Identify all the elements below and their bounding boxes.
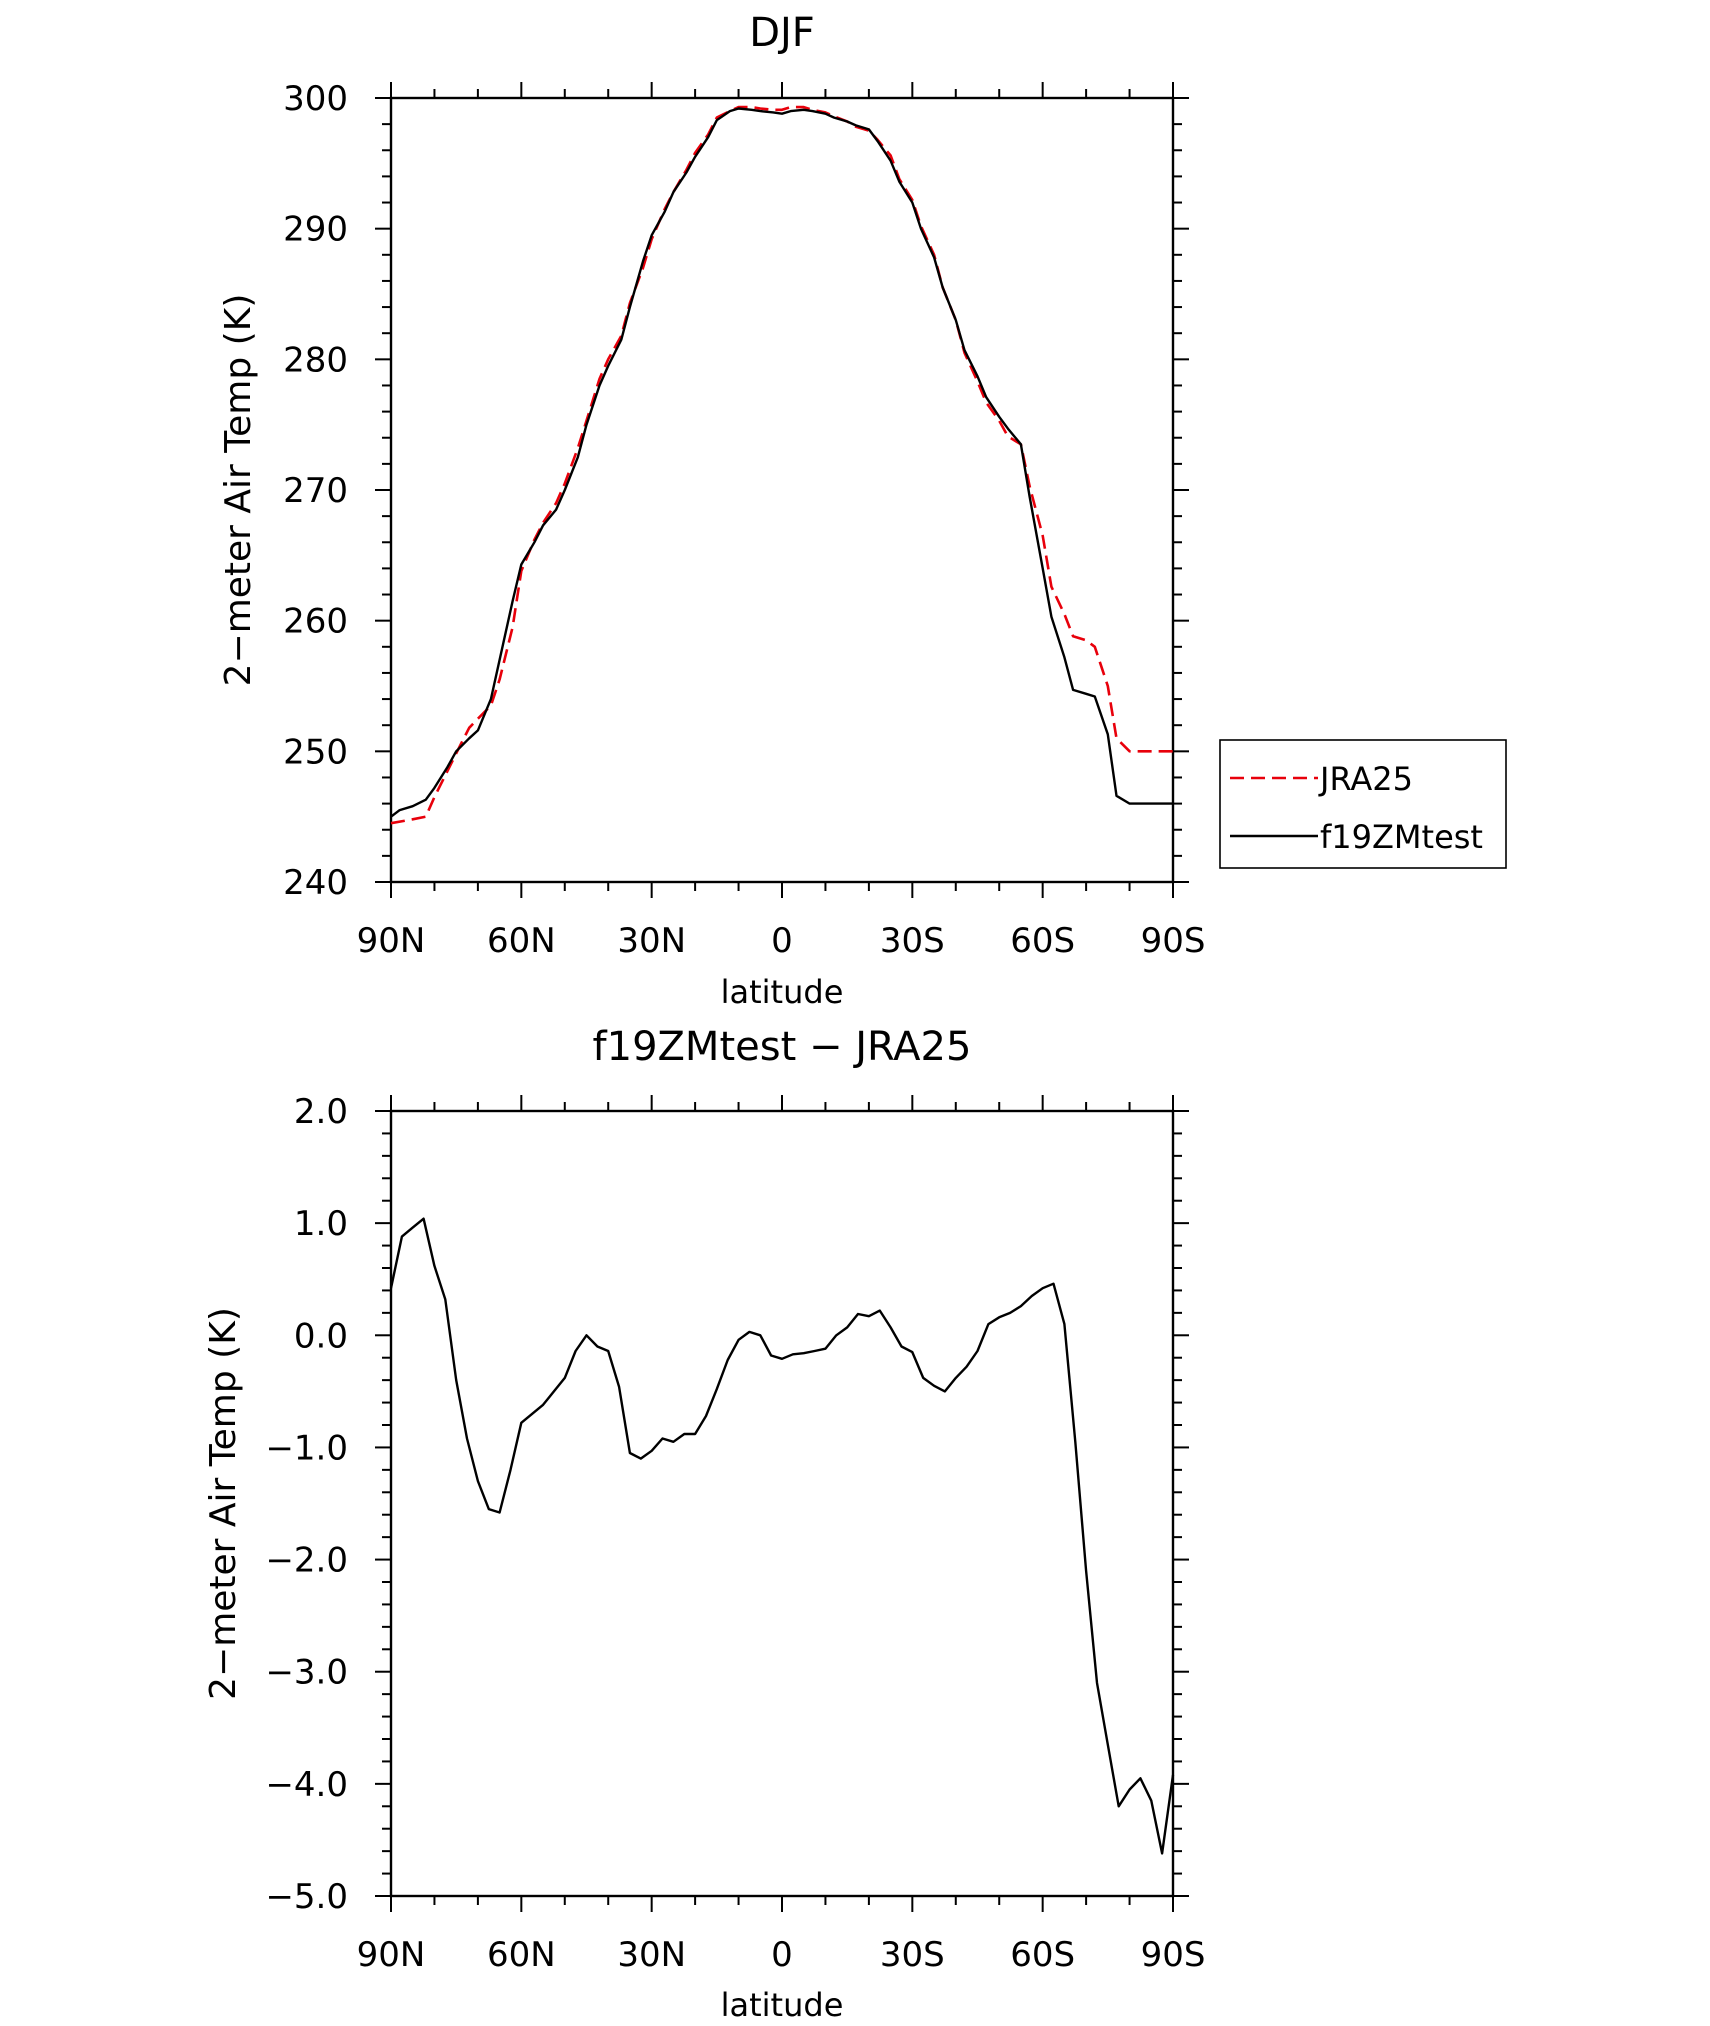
- y-tick-label: 250: [283, 732, 348, 772]
- x-tick-label: 60S: [1010, 1935, 1075, 1975]
- y-tick-label: −3.0: [265, 1653, 348, 1693]
- x-tick-label: 90S: [1141, 921, 1206, 961]
- series-line-f19zmtest: [390, 107, 1173, 818]
- y-tick-label: 1.0: [294, 1204, 348, 1244]
- y-tick-label: 260: [283, 602, 348, 642]
- y-tick-label: −1.0: [265, 1428, 348, 1468]
- y-tick-label: −4.0: [265, 1765, 348, 1805]
- y-tick-label: 2.0: [294, 1092, 348, 1132]
- plot-frame: [389, 1109, 1175, 1898]
- y-tick-label: −5.0: [265, 1877, 348, 1917]
- y-tick-label: 0.0: [294, 1316, 348, 1356]
- y-tick-label: 290: [283, 210, 348, 250]
- plot-frame: [389, 96, 1175, 884]
- x-tick-label: 90N: [357, 1935, 426, 1975]
- y-tick-label: 300: [283, 79, 348, 119]
- x-tick-label: 0: [771, 1935, 793, 1975]
- x-tick-label: 0: [771, 921, 793, 961]
- x-tick-label: 60N: [487, 1935, 556, 1975]
- x-tick-label: 60N: [487, 921, 556, 961]
- x-tick-label: 30S: [880, 1935, 945, 1975]
- series-line-jra25: [390, 105, 1173, 825]
- legend-box: [1219, 739, 1507, 869]
- chart-title: f19ZMtest − JRA25: [593, 1024, 972, 1070]
- series-line-difference: [389, 1217, 1175, 1855]
- y-tick-label: 280: [283, 340, 348, 380]
- x-axis-label: latitude: [721, 1986, 844, 2021]
- legend-label: f19ZMtest: [1320, 818, 1483, 856]
- x-tick-label: 90N: [357, 921, 426, 961]
- y-tick-label: 240: [283, 863, 348, 903]
- x-tick-label: 30N: [617, 921, 686, 961]
- x-tick-label: 90S: [1141, 1935, 1206, 1975]
- y-tick-label: 270: [283, 471, 348, 511]
- chart-title: DJF: [749, 10, 815, 56]
- y-axis-label: 2−meter Air Temp (K): [218, 294, 259, 687]
- y-axis-label: 2−meter Air Temp (K): [203, 1307, 244, 1700]
- legend-label: JRA25: [1318, 760, 1413, 798]
- x-tick-label: 30S: [880, 921, 945, 961]
- y-tick-label: −2.0: [265, 1541, 348, 1581]
- x-tick-label: 30N: [617, 1935, 686, 1975]
- x-tick-label: 60S: [1010, 921, 1075, 961]
- x-axis-label: latitude: [721, 973, 844, 1011]
